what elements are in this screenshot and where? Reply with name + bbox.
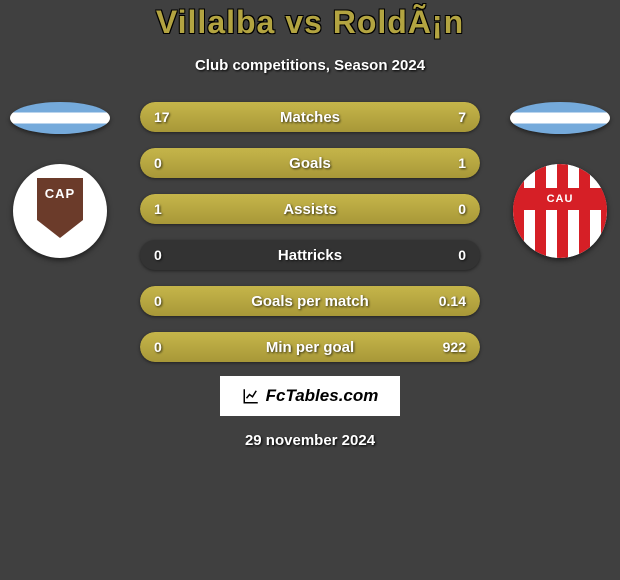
stat-bar: 00.14Goals per match: [140, 286, 480, 316]
chart-icon: [242, 387, 260, 405]
crest-stripes: [513, 164, 607, 258]
stat-value-right: 0: [444, 240, 480, 270]
stat-bar: 0922Min per goal: [140, 332, 480, 362]
stat-bar: 01Goals: [140, 148, 480, 178]
crest-band: CAU: [513, 188, 607, 210]
brand-text: FcTables.com: [266, 386, 379, 406]
flag-icon: [510, 102, 610, 134]
stat-bar: 177Matches: [140, 102, 480, 132]
subtitle: Club competitions, Season 2024: [0, 57, 620, 74]
stat-label: Hattricks: [140, 240, 480, 270]
club-crest-left: [13, 164, 107, 258]
footer: FcTables.com 29 november 2024: [0, 376, 620, 449]
stat-bar: 0 0Hattricks: [140, 240, 480, 270]
date-text: 29 november 2024: [0, 432, 620, 449]
club-crest-right: CAU: [513, 164, 607, 258]
comparison-panel: CAU 177Matches 01Goals 10Assists 0 0Hattrick…: [0, 102, 620, 362]
flag-icon: [10, 102, 110, 134]
stat-bars: 177Matches 01Goals 10Assists 0 0Hattricks 00.…: [140, 102, 480, 362]
player-left-block: [0, 102, 120, 258]
player-right-block: CAU: [500, 102, 620, 258]
stat-bar: 10Assists: [140, 194, 480, 224]
brand-badge: FcTables.com: [220, 376, 401, 416]
stat-value-left: 0: [140, 240, 176, 270]
header: Villalba vs RoldÃ¡n Club competitions, S…: [0, 0, 620, 74]
page-title: Villalba vs RoldÃ¡n: [0, 4, 620, 41]
